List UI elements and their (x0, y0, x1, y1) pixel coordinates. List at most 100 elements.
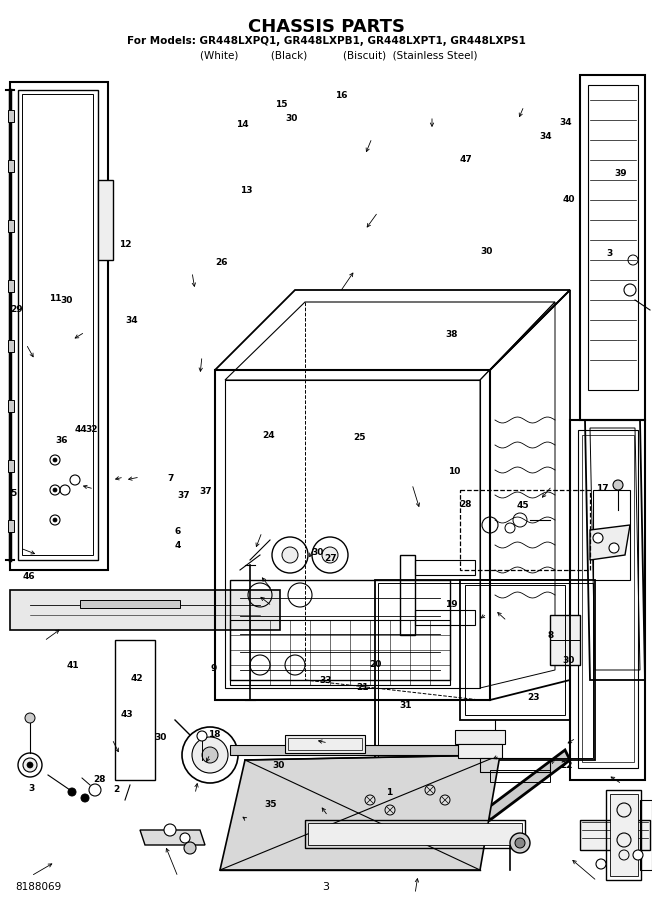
Text: 30: 30 (286, 114, 297, 123)
Circle shape (633, 850, 643, 860)
Bar (230, 745, 460, 755)
Text: 18: 18 (207, 730, 220, 739)
Text: 29: 29 (10, 305, 23, 314)
Bar (8, 340, 14, 352)
Text: 12: 12 (119, 240, 132, 249)
Circle shape (596, 859, 606, 869)
Polygon shape (220, 755, 500, 870)
Text: 30: 30 (61, 296, 72, 305)
Text: 15: 15 (275, 100, 288, 109)
Text: 5: 5 (10, 489, 16, 498)
Text: 24: 24 (262, 431, 275, 440)
Text: 4: 4 (174, 541, 181, 550)
Circle shape (164, 824, 176, 836)
Text: 7: 7 (168, 474, 174, 483)
Circle shape (440, 795, 450, 805)
Text: 30: 30 (312, 548, 323, 557)
Text: 41: 41 (67, 661, 80, 670)
Text: (White)          (Black)           (Biscuit)  (Stainless Steel): (White) (Black) (Biscuit) (Stainless Ste… (174, 50, 478, 60)
Text: 19: 19 (445, 600, 458, 609)
Text: 46: 46 (22, 572, 35, 581)
Circle shape (50, 485, 60, 495)
Text: 39: 39 (614, 169, 627, 178)
Circle shape (609, 543, 619, 553)
Bar (550, 615, 580, 665)
Circle shape (184, 842, 196, 854)
Text: 3: 3 (28, 784, 35, 793)
Text: 43: 43 (121, 710, 134, 719)
Text: 25: 25 (353, 433, 366, 442)
Text: CHASSIS PARTS: CHASSIS PARTS (248, 18, 404, 36)
Text: 21: 21 (356, 683, 369, 692)
Circle shape (385, 805, 395, 815)
Text: 32: 32 (85, 425, 98, 434)
Bar (415, 560, 475, 575)
Circle shape (365, 795, 375, 805)
Bar (455, 730, 505, 744)
Bar (8, 400, 14, 412)
Circle shape (180, 833, 190, 843)
Text: 35: 35 (264, 800, 277, 809)
Text: 3: 3 (606, 249, 613, 258)
Polygon shape (140, 830, 205, 845)
Text: 37: 37 (199, 487, 212, 496)
Text: 37: 37 (177, 491, 190, 500)
Text: 47: 47 (460, 155, 473, 164)
Circle shape (23, 758, 37, 772)
Text: 30: 30 (481, 247, 493, 256)
Polygon shape (290, 790, 380, 820)
Circle shape (192, 737, 228, 773)
Text: 30: 30 (563, 656, 574, 665)
Text: 38: 38 (445, 330, 458, 339)
Bar (415, 610, 475, 625)
Text: 1: 1 (386, 788, 393, 797)
Text: 22: 22 (560, 761, 573, 770)
Text: 26: 26 (215, 258, 228, 267)
Circle shape (613, 480, 623, 490)
Text: 14: 14 (236, 120, 249, 129)
Text: 34: 34 (559, 118, 572, 127)
Bar (8, 460, 14, 472)
Bar (288, 738, 362, 750)
Text: 44: 44 (74, 425, 87, 434)
Circle shape (411, 828, 425, 842)
Circle shape (50, 455, 60, 465)
Text: 16: 16 (335, 91, 348, 100)
Text: 42: 42 (130, 674, 143, 683)
Text: 10: 10 (449, 467, 460, 476)
Text: 23: 23 (527, 693, 540, 702)
Circle shape (510, 833, 530, 853)
Circle shape (50, 515, 60, 525)
Bar (308, 823, 522, 845)
Text: 36: 36 (55, 436, 68, 445)
Circle shape (81, 794, 89, 802)
Circle shape (282, 547, 298, 563)
Circle shape (490, 740, 500, 750)
Circle shape (27, 762, 33, 768)
Bar (606, 790, 641, 880)
Circle shape (53, 488, 57, 492)
Text: 13: 13 (240, 186, 253, 195)
Circle shape (624, 284, 636, 296)
Text: 11: 11 (49, 294, 62, 303)
Bar (580, 820, 650, 850)
Text: 40: 40 (562, 195, 575, 204)
Text: 31: 31 (399, 701, 412, 710)
Bar (230, 580, 450, 680)
Bar (640, 800, 652, 870)
Text: 6: 6 (174, 526, 181, 536)
Bar (285, 735, 365, 753)
Bar (610, 794, 638, 876)
Bar (80, 600, 180, 608)
Circle shape (515, 838, 525, 848)
Bar (8, 110, 14, 122)
Circle shape (197, 731, 207, 741)
Text: 2: 2 (113, 785, 119, 794)
Bar (305, 820, 525, 848)
Text: 34: 34 (539, 132, 552, 141)
Bar (8, 220, 14, 232)
Bar (8, 160, 14, 172)
Text: 20: 20 (370, 660, 381, 669)
Text: 30: 30 (273, 760, 284, 770)
Bar (460, 490, 590, 570)
